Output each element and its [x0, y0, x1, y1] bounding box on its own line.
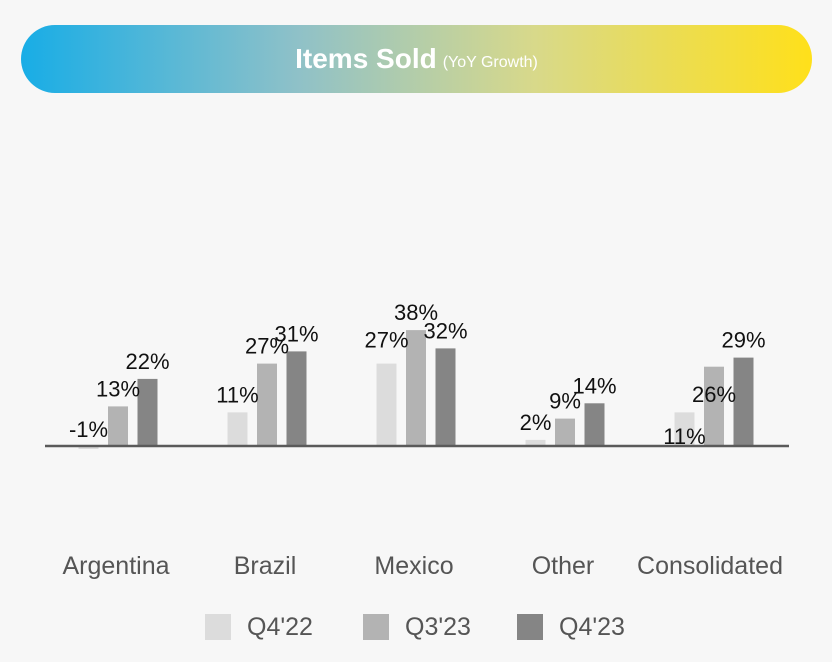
data-label-argentina-q4-23: 22% [125, 349, 169, 374]
chart-title: Items Sold [295, 43, 437, 74]
category-label-brazil: Brazil [234, 552, 297, 580]
data-label-argentina-q4-22: -1% [69, 417, 108, 442]
category-label-consolidated: Consolidated [637, 552, 783, 580]
bar-brazil-q3-23 [257, 363, 277, 446]
bar-consolidated-q3-23 [704, 366, 724, 446]
data-label-other-q3-23: 9% [549, 389, 581, 414]
data-label-consolidated-q3-23: 26% [692, 382, 736, 407]
legend: Q4'22 Q3'23 Q4'23 [0, 610, 832, 650]
data-label-brazil-q4-23: 31% [274, 321, 318, 346]
bar-argentina-q4-22 [78, 446, 99, 449]
legend-label-q3-23: Q3'23 [405, 613, 471, 641]
category-label-mexico: Mexico [374, 552, 453, 580]
chart-header: Items Sold (YoY Growth) [21, 25, 812, 93]
chart-subtitle: (YoY Growth) [442, 54, 538, 71]
data-label-argentina-q3-23: 13% [96, 376, 140, 401]
bar-mexico-q3-23 [406, 330, 426, 446]
bar-mexico-q4-23 [435, 348, 456, 446]
legend-label-q4-22: Q4'22 [247, 613, 313, 641]
bar-argentina-q3-23 [108, 406, 128, 446]
data-label-brazil-q3-23: 27% [245, 334, 289, 359]
bar-consolidated-q4-23 [733, 357, 754, 446]
legend-swatch-q3-23 [363, 614, 389, 640]
data-label-other-q4-22: 2% [520, 410, 552, 435]
bar-argentina-q4-23 [137, 378, 158, 446]
category-label-other: Other [532, 552, 595, 580]
data-label-consolidated-q4-22: 11% [663, 424, 705, 449]
legend-label-q4-23: Q4'23 [559, 613, 625, 641]
legend-swatch-q4-23 [517, 614, 543, 640]
bar-brazil-q4-23 [286, 351, 307, 446]
category-label-argentina: Argentina [62, 552, 169, 580]
bar-other-q3-23 [555, 418, 575, 446]
data-label-mexico-q3-23: 38% [394, 300, 438, 325]
legend-swatch-q4-22 [205, 614, 231, 640]
bar-other-q4-22 [525, 439, 546, 446]
bar-other-q4-23 [584, 403, 605, 446]
data-label-other-q4-23: 14% [572, 373, 616, 398]
data-label-mexico-q4-23: 32% [423, 318, 467, 343]
bar-brazil-q4-22 [227, 412, 248, 446]
data-label-mexico-q4-22: 27% [364, 328, 408, 353]
bar-consolidated-q4-22 [674, 412, 695, 446]
bar-mexico-q4-22 [376, 363, 397, 446]
data-label-consolidated-q4-23: 29% [721, 328, 765, 353]
data-label-brazil-q4-22: 11% [216, 382, 258, 407]
